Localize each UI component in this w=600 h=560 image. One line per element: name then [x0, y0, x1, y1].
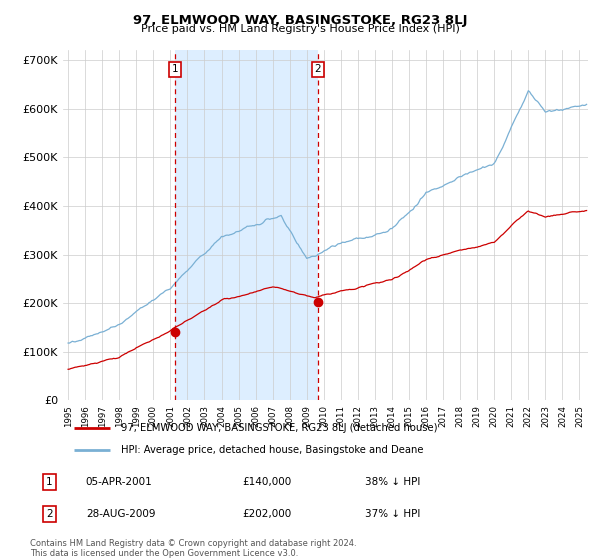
Text: 37% ↓ HPI: 37% ↓ HPI [365, 509, 420, 519]
Text: £140,000: £140,000 [242, 477, 291, 487]
Text: 28-AUG-2009: 28-AUG-2009 [86, 509, 155, 519]
Text: 1: 1 [46, 477, 53, 487]
Bar [175, 50, 318, 400]
Text: Price paid vs. HM Land Registry's House Price Index (HPI): Price paid vs. HM Land Registry's House … [140, 24, 460, 34]
Text: HPI: Average price, detached house, Basingstoke and Deane: HPI: Average price, detached house, Basi… [121, 445, 423, 455]
Text: £202,000: £202,000 [242, 509, 291, 519]
Text: 1: 1 [172, 64, 178, 74]
Text: 2: 2 [46, 509, 53, 519]
Text: 05-APR-2001: 05-APR-2001 [86, 477, 152, 487]
Text: 2: 2 [314, 64, 322, 74]
Text: 38% ↓ HPI: 38% ↓ HPI [365, 477, 420, 487]
Text: Contains HM Land Registry data © Crown copyright and database right 2024.
This d: Contains HM Land Registry data © Crown c… [30, 539, 356, 558]
Text: 97, ELMWOOD WAY, BASINGSTOKE, RG23 8LJ (detached house): 97, ELMWOOD WAY, BASINGSTOKE, RG23 8LJ (… [121, 423, 437, 433]
Text: 97, ELMWOOD WAY, BASINGSTOKE, RG23 8LJ: 97, ELMWOOD WAY, BASINGSTOKE, RG23 8LJ [133, 14, 467, 27]
